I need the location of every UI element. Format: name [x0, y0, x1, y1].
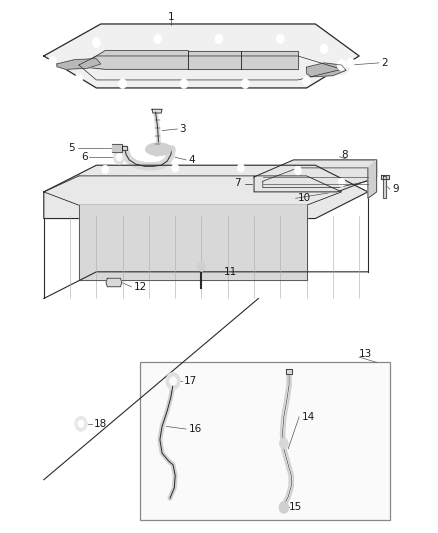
Polygon shape	[44, 165, 368, 219]
Polygon shape	[122, 146, 127, 150]
FancyBboxPatch shape	[140, 362, 390, 520]
Polygon shape	[286, 369, 292, 374]
Text: 4: 4	[188, 155, 195, 165]
Circle shape	[241, 79, 249, 88]
Circle shape	[78, 420, 84, 427]
Text: 9: 9	[392, 184, 399, 194]
Circle shape	[102, 165, 109, 174]
Circle shape	[198, 262, 205, 271]
Circle shape	[346, 58, 354, 68]
Polygon shape	[254, 160, 377, 192]
Text: 18: 18	[94, 419, 107, 429]
Circle shape	[337, 60, 346, 70]
Polygon shape	[307, 63, 346, 77]
Ellipse shape	[145, 143, 172, 156]
Text: 5: 5	[68, 143, 74, 153]
Text: 1: 1	[167, 12, 174, 22]
Circle shape	[75, 74, 83, 84]
Circle shape	[279, 502, 289, 513]
Circle shape	[172, 164, 179, 172]
Circle shape	[166, 373, 180, 390]
Polygon shape	[112, 144, 122, 152]
Text: 8: 8	[342, 150, 348, 159]
Text: 11: 11	[223, 267, 237, 277]
Text: 10: 10	[298, 193, 311, 203]
Polygon shape	[44, 24, 359, 88]
Circle shape	[170, 377, 177, 385]
Polygon shape	[152, 109, 162, 113]
Circle shape	[215, 34, 223, 44]
Circle shape	[75, 416, 87, 431]
Text: 6: 6	[81, 152, 88, 162]
Polygon shape	[57, 59, 101, 69]
Text: 2: 2	[381, 58, 388, 68]
Circle shape	[154, 34, 162, 44]
Circle shape	[58, 171, 65, 179]
Polygon shape	[383, 176, 386, 198]
Text: 12: 12	[134, 282, 147, 292]
Polygon shape	[381, 175, 389, 179]
Circle shape	[237, 164, 244, 172]
Circle shape	[303, 76, 311, 86]
Polygon shape	[241, 51, 298, 69]
Circle shape	[334, 55, 350, 75]
Polygon shape	[106, 278, 122, 287]
Text: 14: 14	[301, 412, 314, 422]
Polygon shape	[368, 160, 377, 198]
Text: 16: 16	[188, 424, 201, 434]
Circle shape	[92, 38, 100, 47]
Circle shape	[276, 34, 284, 44]
Polygon shape	[79, 51, 188, 69]
Circle shape	[294, 166, 301, 175]
Circle shape	[180, 79, 188, 88]
Text: 15: 15	[289, 503, 302, 512]
Polygon shape	[188, 51, 241, 69]
Circle shape	[338, 178, 345, 187]
Circle shape	[113, 150, 125, 164]
Text: 7: 7	[234, 179, 241, 188]
Polygon shape	[79, 205, 307, 280]
Circle shape	[279, 438, 288, 449]
Text: 13: 13	[359, 350, 372, 359]
Circle shape	[116, 154, 122, 161]
Circle shape	[119, 79, 127, 88]
Circle shape	[49, 56, 57, 66]
Circle shape	[320, 44, 328, 54]
Text: 3: 3	[180, 124, 186, 134]
Circle shape	[244, 179, 253, 189]
Text: 17: 17	[184, 376, 197, 386]
